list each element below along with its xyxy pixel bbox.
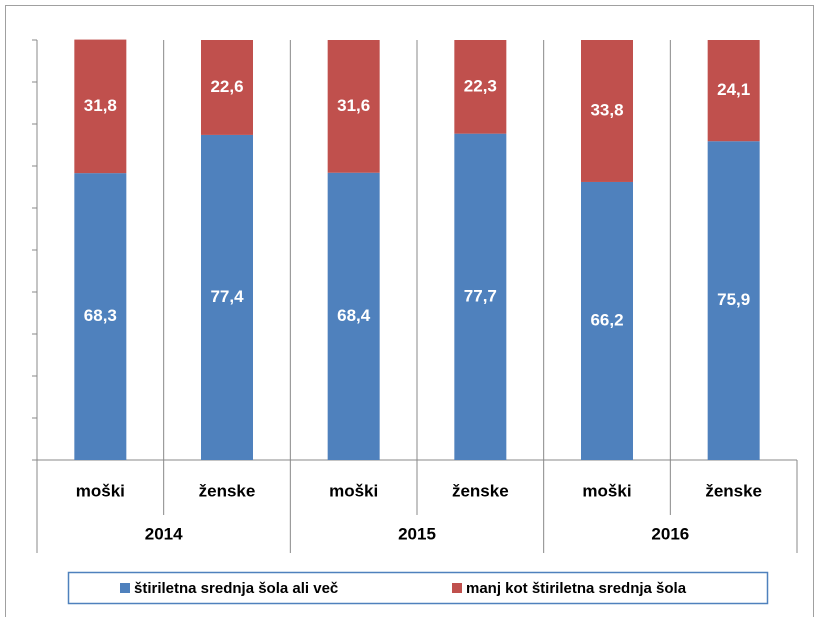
bar-segment [327, 172, 380, 460]
bar-segment [327, 40, 380, 173]
bar-segment [581, 181, 633, 460]
x-tick-label: ženske [705, 481, 762, 500]
data-label: 31,8 [84, 96, 117, 115]
bar-segment [581, 40, 633, 182]
group-label: 2015 [398, 524, 436, 543]
legend-swatch [452, 583, 462, 593]
data-label: 68,4 [337, 306, 371, 325]
bar-segment [201, 134, 253, 461]
data-label: 33,8 [590, 100, 623, 119]
bar-segment [454, 133, 507, 460]
data-label: 24,1 [717, 80, 750, 99]
data-label: 22,3 [464, 76, 497, 95]
bar-segment [454, 40, 507, 134]
bar-segment [707, 141, 760, 460]
x-tick-label: moški [76, 481, 125, 500]
bar-segment [201, 40, 253, 135]
legend-box [67, 571, 769, 605]
data-label: 66,2 [590, 310, 623, 329]
group-label: 2014 [145, 524, 183, 543]
group-label: 2016 [651, 524, 689, 543]
bar-segment [707, 40, 760, 142]
legend-label: štiriletna srednja šola ali več [134, 580, 338, 597]
data-label: 77,4 [210, 287, 244, 306]
data-label: 31,6 [337, 96, 370, 115]
legend-swatch [120, 583, 130, 593]
bar-segment [74, 173, 127, 460]
data-label: 68,3 [84, 306, 117, 325]
x-tick-label: moški [329, 481, 378, 500]
x-tick-label: moški [582, 481, 631, 500]
bar-segment [74, 39, 127, 174]
data-label: 77,7 [464, 286, 497, 305]
data-label: 22,6 [210, 77, 243, 96]
legend-label: manj kot štiriletna srednja šola [466, 580, 687, 597]
x-tick-label: ženske [452, 481, 509, 500]
data-label: 75,9 [717, 290, 750, 309]
x-tick-label: ženske [199, 481, 256, 500]
frame [5, 5, 814, 617]
